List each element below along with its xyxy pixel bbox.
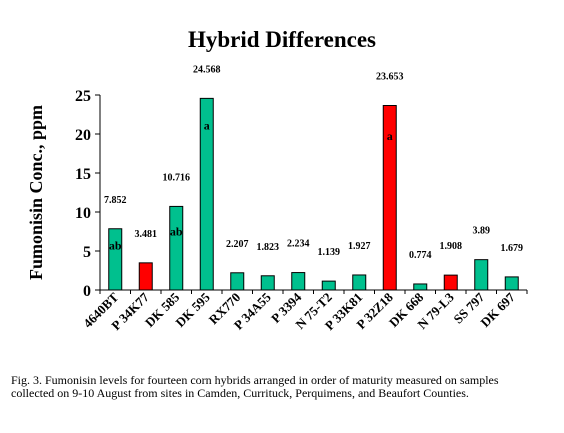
y-tick-label: 15 — [75, 166, 91, 183]
data-label: 10.716 — [163, 172, 191, 183]
group-letter: a — [204, 118, 210, 132]
group-letter: ab — [109, 238, 122, 252]
bar — [199, 97, 214, 291]
x-tick-label: DK 697 — [477, 289, 518, 330]
group-letter: a — [387, 129, 393, 143]
y-tick-label: 10 — [75, 205, 91, 222]
data-label: 0.774 — [409, 250, 432, 261]
bar — [138, 262, 153, 291]
bar — [413, 283, 428, 291]
data-label: 24.568 — [193, 64, 221, 75]
bar — [474, 259, 489, 291]
x-tick-label: DK 595 — [172, 289, 213, 330]
data-label: 23.653 — [376, 72, 404, 83]
bar — [230, 272, 245, 291]
data-label: 1.823 — [257, 242, 280, 253]
bar — [260, 275, 275, 291]
figure-caption: Fig. 3. Fumonisin levels for fourteen co… — [11, 373, 499, 400]
data-label: 3.481 — [135, 229, 158, 240]
data-label: 1.927 — [348, 241, 371, 252]
bar — [291, 272, 306, 291]
data-label: 7.852 — [104, 195, 127, 206]
bar — [504, 276, 519, 291]
data-label: 1.679 — [501, 243, 524, 254]
chart-title: Hybrid Differences — [188, 27, 376, 52]
bar — [321, 280, 336, 291]
bar — [382, 105, 397, 291]
y-tick-label: 20 — [75, 127, 91, 144]
bar — [169, 205, 184, 291]
bar — [443, 274, 458, 291]
y-axis-label: Fumonisin Conc., ppm — [26, 105, 46, 280]
data-label: 3.89 — [473, 226, 491, 237]
y-tick-label: 5 — [83, 244, 91, 261]
data-label: 2.207 — [226, 239, 249, 250]
y-tick-label: 0 — [83, 283, 91, 300]
bar — [108, 228, 123, 291]
data-label: 1.139 — [318, 247, 341, 258]
data-label: 1.908 — [440, 241, 463, 252]
group-letter: ab — [170, 224, 183, 238]
bar — [352, 274, 367, 291]
data-label: 2.234 — [287, 239, 310, 250]
y-tick-label: 25 — [75, 88, 91, 105]
